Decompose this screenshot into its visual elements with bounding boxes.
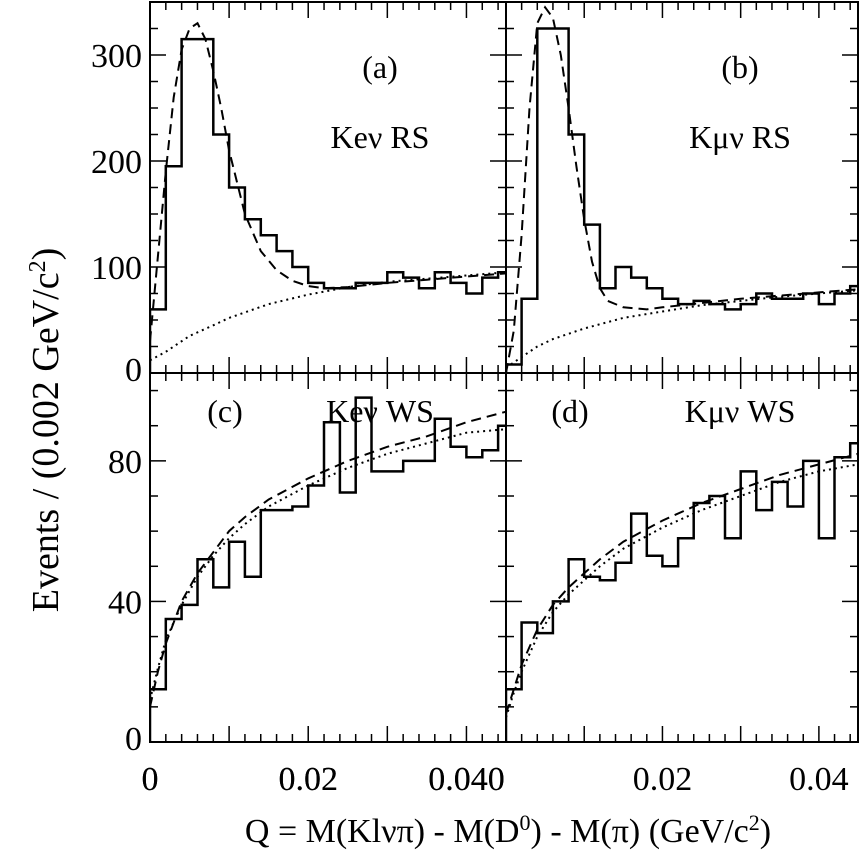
panel-tag-a: (a)	[362, 49, 398, 85]
panel-title-b: Kμν RS	[689, 119, 791, 155]
histogram-b	[506, 27, 858, 373]
fit-curve-b	[506, 5, 858, 373]
fit-curve-c	[150, 410, 506, 708]
x-tick-label-a: 0	[142, 761, 159, 798]
panel-frame-b	[505, 1, 859, 374]
x-tick-label-d: 0.02	[633, 761, 693, 798]
histogram-d	[506, 442, 858, 742]
panel-d: 0.02 0.04 (d) Kμν WS	[505, 372, 859, 798]
panel-frame-d	[505, 372, 859, 743]
histogram-a	[150, 37, 506, 373]
y-tick-label-a: 300	[91, 38, 142, 75]
plot-area-c	[150, 396, 506, 742]
background-curve-b	[506, 289, 858, 369]
y-axis-title-end: )	[25, 248, 67, 261]
y-axis-title: Events / (0.002 GeV/c2)	[25, 248, 67, 612]
fit-curve-a	[150, 21, 506, 342]
panel-tag-d: (d)	[551, 393, 588, 429]
panel-title-a: Keν RS	[331, 119, 430, 155]
y-tick-label-a: 200	[91, 144, 142, 181]
x-title-d: ) (GeV/c	[629, 813, 749, 850]
x-title-c: ) - M(	[531, 813, 612, 850]
background-curve-d	[506, 463, 858, 718]
plot-area-b	[506, 5, 858, 373]
x-axis-title: Q = M(Klνπ) - M(D0) - M(π) (GeV/c2)	[245, 810, 771, 851]
fit-curve-d	[506, 452, 858, 715]
x-title-e: )	[760, 813, 771, 850]
panels-layer: 0 100 200 300 0 0.02 0.040 (a) Keν RS (b) Kμν RS 0 4…	[91, 1, 859, 798]
histogram-c	[150, 396, 506, 742]
x-tick-label-a: 0.040	[428, 761, 505, 798]
panel-title-d: Kμν WS	[685, 393, 796, 429]
panel-title-c: Keν WS	[326, 393, 434, 429]
x-tick-label-d: 0.04	[789, 761, 849, 798]
y-tick-label-a: 0	[125, 352, 142, 389]
x-tick-label-c: 0.02	[278, 761, 338, 798]
y-tick-label-c: 0	[125, 721, 142, 758]
background-curve-c	[150, 428, 506, 701]
background-curve-a	[150, 271, 506, 362]
x-tick-label-a: 0.02	[278, 761, 338, 798]
x-title-d0-sup: 0	[520, 810, 531, 835]
x-tick-label-c: 0	[142, 761, 159, 798]
y-axis-title-main: Events / (0.002 GeV/c	[25, 272, 67, 612]
panel-c: 0 40 80 0 0.02 0.040 (c) Keν WS	[108, 372, 507, 798]
x-title-a: Q = M(Kl	[245, 813, 381, 850]
x-tick-label-c: 0.040	[428, 761, 505, 798]
panel-frame-a	[149, 1, 507, 374]
plot-area-d	[506, 442, 858, 742]
plot-area-a	[150, 21, 506, 373]
x-title-pi: π	[397, 813, 414, 850]
y-axis-title-sup: 2	[25, 260, 51, 272]
panel-a: 0 100 200 300 0 0.02 0.040 (a) Keν RS	[91, 1, 507, 798]
x-title-nu: ν	[381, 813, 396, 850]
y-tick-label-a: 100	[91, 250, 142, 287]
x-title-pi2: π	[612, 813, 629, 850]
panel-tag-c: (c)	[207, 393, 243, 429]
y-tick-label-c: 80	[108, 444, 142, 481]
x-title-sup: 2	[749, 810, 760, 835]
panel-tag-b: (b)	[721, 49, 758, 85]
panel-b: (b) Kμν RS	[505, 1, 859, 374]
x-title-b: ) - M(D	[414, 813, 520, 850]
y-tick-label-c: 40	[108, 584, 142, 621]
